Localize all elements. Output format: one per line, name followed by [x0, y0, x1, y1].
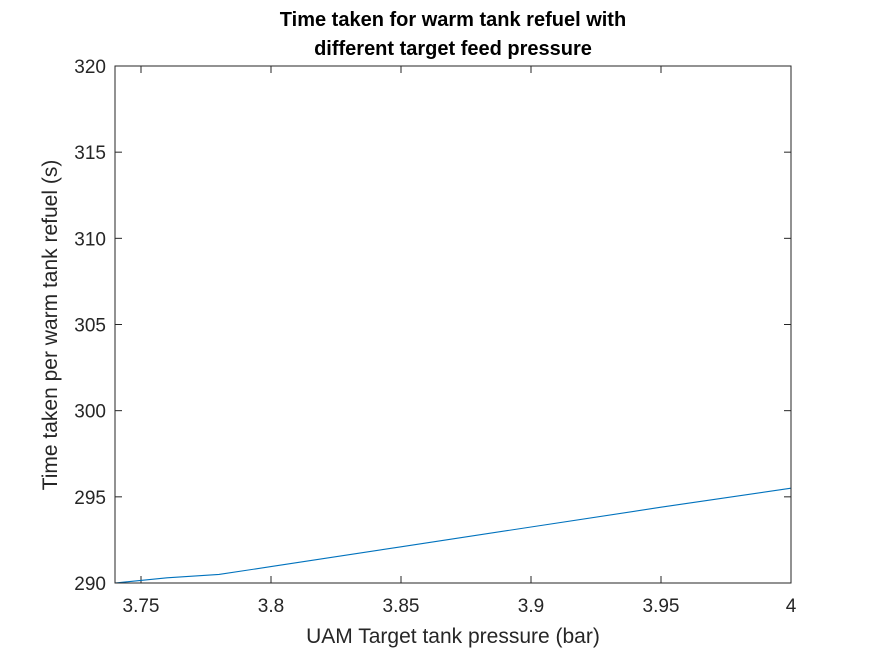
x-tick-label: 3.95 [643, 596, 680, 617]
y-tick-label: 305 [74, 316, 106, 337]
x-tick-label: 3.9 [518, 596, 544, 617]
x-axis-label: UAM Target tank pressure (bar) [306, 625, 600, 648]
y-tick-label: 320 [74, 57, 106, 78]
x-tick-label: 3.75 [123, 596, 160, 617]
x-tick-label: 3.8 [258, 596, 284, 617]
series-line-0 [114, 487, 792, 584]
y-axis-label: Time taken per warm tank refuel (s) [39, 160, 62, 491]
y-tick-label: 300 [74, 402, 106, 423]
plot-background [115, 66, 791, 583]
chart-title-line-1: Time taken for warm tank refuel with [280, 9, 626, 31]
x-tick-label: 3.85 [383, 596, 420, 617]
axes-box [114, 65, 792, 584]
y-tick-label: 315 [74, 143, 106, 164]
y-tick-label: 310 [74, 229, 106, 250]
series-group [114, 487, 792, 584]
axis-ticks: 3.75 3.8 3.85 3.9 3.95 4 290 295 300 305 310 315 320 [74, 57, 796, 617]
y-tick-label: 295 [74, 488, 106, 509]
y-tick-label: 290 [74, 574, 106, 595]
x-tick-label: 4 [786, 596, 797, 617]
chart-title-line-2: different target feed pressure [314, 38, 592, 60]
